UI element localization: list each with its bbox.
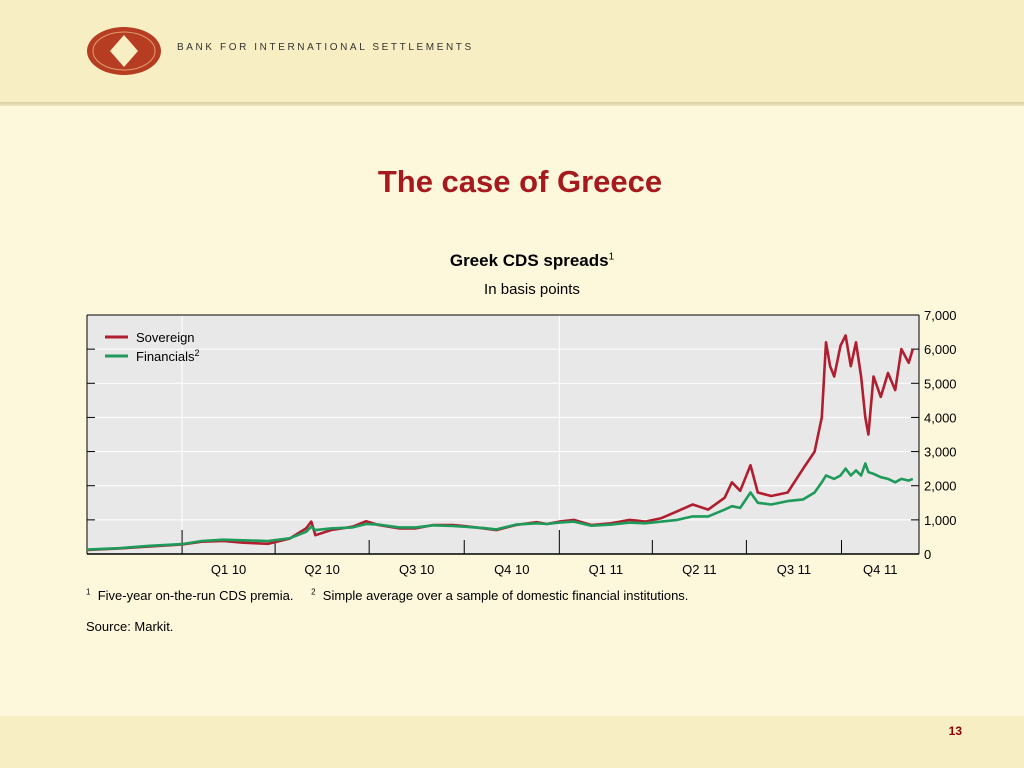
legend-label-sovereign: Sovereign: [136, 330, 195, 345]
chart-title-text: Greek CDS spreads: [449, 251, 609, 270]
x-tick-label: Q2 11: [682, 562, 716, 577]
header-divider: [0, 102, 1024, 106]
y-tick-label: 1,000: [924, 513, 957, 528]
cds-chart: 0 1,000 2,000 3,000 4,000 5,000 6,000 7,000 Q1 1…: [86, 308, 959, 577]
org-name: BANK FOR INTERNATIONAL SETTLEMENTS: [177, 42, 474, 53]
footer-band: [0, 716, 1024, 768]
x-tick-label: Q3 11: [777, 562, 811, 577]
y-tick-label: 4,000: [924, 410, 957, 425]
series-line-financials: [86, 462, 914, 551]
series-line-sovereign: [86, 334, 915, 552]
y-tick-label: 7,000: [924, 308, 957, 323]
slide-title: The case of Greece: [377, 164, 663, 199]
y-tick-label: 0: [924, 547, 931, 562]
page-number: 13: [948, 724, 962, 738]
footnote-2-marker: 2: [311, 588, 316, 597]
y-tick-label: 6,000: [924, 342, 957, 357]
chart-title-note: 1: [608, 251, 615, 263]
footnote-2-text: Simple average over a sample of domestic…: [322, 588, 689, 604]
footnote-1: 1 Five-year on-the-run CDS premia.: [86, 588, 293, 603]
footnote-1-marker: 1: [86, 588, 91, 597]
x-tick-label: Q2 10: [304, 562, 339, 577]
source-note: Source: Markit.: [86, 619, 174, 634]
header-band: [0, 0, 1024, 102]
bis-logo-icon: [87, 27, 161, 75]
x-tick-label: Q3 10: [399, 562, 434, 577]
y-tick-label: 5,000: [924, 376, 957, 391]
y-axis-band: [919, 312, 959, 576]
x-tick-label: Q1 11: [589, 562, 623, 577]
legend-label-financials: Financials2: [136, 348, 200, 364]
x-tick-label: Q4 11: [863, 562, 897, 577]
footnote-2: 2 Simple average over a sample of domest…: [311, 588, 688, 603]
footnotes: 1 Five-year on-the-run CDS premia. 2 Sim…: [86, 588, 702, 603]
chart-title: Greek CDS spreads1: [0, 251, 1024, 271]
footnote-1-text: Five-year on-the-run CDS premia.: [97, 588, 294, 604]
y-tick-label: 3,000: [924, 445, 957, 460]
chart-subtitle: In basis points: [484, 281, 580, 298]
x-tick-label: Q1 10: [211, 562, 246, 577]
y-tick-label: 2,000: [924, 479, 957, 494]
x-tick-label: Q4 10: [494, 562, 529, 577]
plot-area: [87, 315, 919, 554]
